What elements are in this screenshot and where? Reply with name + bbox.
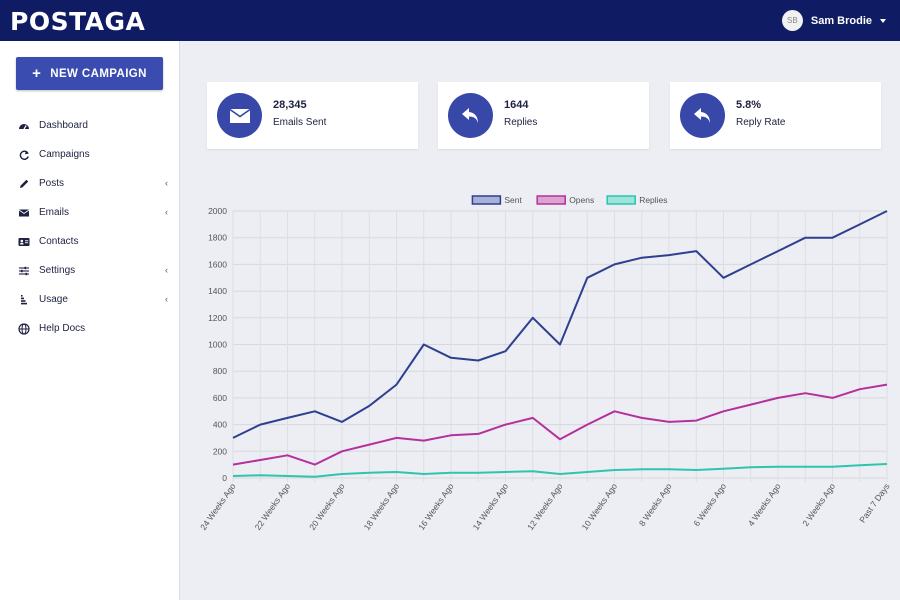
plus-icon: + — [32, 65, 42, 82]
y-tick-label: 0 — [222, 473, 227, 483]
contact-card-icon — [18, 237, 30, 246]
sidebar-item-dashboard[interactable]: Dashboard — [0, 111, 180, 140]
caret-down-icon[interactable] — [880, 18, 886, 23]
stat-value: 5.8% — [736, 99, 762, 111]
stat-value: 1644 — [504, 99, 529, 111]
sliders-icon — [19, 266, 29, 275]
sidebar-item-emails[interactable]: Emails ‹ — [0, 198, 180, 227]
y-tick-label: 1000 — [208, 340, 227, 350]
new-campaign-button[interactable]: + NEW CAMPAIGN — [16, 57, 163, 90]
email-activity-chart: 0 200 400 600 800 1000 1200 1400 1600 1800 2000 24 … — [198, 195, 890, 532]
x-tick-label: 24 Weeks Ago — [198, 481, 238, 532]
chevron-left-icon[interactable]: ‹ — [165, 294, 168, 304]
sidebar-item-label: Settings — [39, 265, 76, 276]
y-tick-label: 1600 — [208, 259, 227, 269]
dashboard-icon — [19, 123, 29, 129]
legend-swatch-sent — [471, 195, 502, 205]
x-tick-label: 14 Weeks Ago — [471, 481, 511, 532]
chevron-left-icon[interactable]: ‹ — [165, 178, 168, 188]
refresh-icon — [19, 150, 29, 160]
sidebar: + NEW CAMPAIGN Dashboard Campaigns Posts… — [0, 41, 180, 600]
envelope-icon — [18, 209, 30, 216]
sidebar-item-label: Dashboard — [39, 120, 88, 131]
sidebar-item-settings[interactable]: Settings ‹ — [0, 256, 180, 285]
bar-list-icon — [21, 294, 27, 304]
legend-swatch-replies — [606, 195, 636, 205]
pencil-icon — [20, 179, 29, 188]
x-tick-label: Past 7 Days — [857, 481, 890, 524]
stat-label: Reply Rate — [736, 117, 786, 128]
y-tick-label: 2000 — [208, 206, 227, 216]
sidebar-item-usage[interactable]: Usage ‹ — [0, 285, 180, 314]
y-tick-label: 1800 — [208, 233, 227, 243]
x-tick-label: 4 Weeks Ago — [746, 481, 783, 528]
x-tick-label: 16 Weeks Ago — [416, 481, 456, 532]
postaga-logo[interactable]: POSTAGA — [10, 7, 146, 36]
x-tick-label: 8 Weeks Ago — [637, 481, 674, 528]
sidebar-item-label: Campaigns — [39, 149, 90, 160]
x-tick-label: 2 Weeks Ago — [800, 481, 837, 528]
sidebar-item-contacts[interactable]: Contacts — [0, 227, 180, 256]
series-line-replies — [232, 463, 888, 478]
avatar[interactable]: SB — [781, 10, 803, 31]
stat-icon-circle — [217, 93, 262, 138]
legend-label: Opens — [569, 195, 594, 205]
series-line-opens — [232, 383, 888, 466]
reply-icon — [693, 107, 710, 123]
globe-icon — [18, 322, 30, 335]
sidebar-item-label: Posts — [39, 178, 65, 189]
y-tick-label: 1200 — [208, 313, 227, 323]
x-tick-label: 6 Weeks Ago — [691, 481, 728, 528]
stat-label: Emails Sent — [273, 117, 327, 128]
sidebar-item-help-docs[interactable]: Help Docs — [0, 314, 180, 343]
user-menu[interactable]: SB Sam Brodie — [781, 10, 886, 31]
x-tick-label: 10 Weeks Ago — [580, 481, 620, 532]
sidebar-nav: Dashboard Campaigns Posts ‹ Emails ‹ Con… — [0, 111, 180, 343]
y-tick-label: 200 — [213, 446, 227, 456]
legend-label: Sent — [504, 195, 522, 205]
y-tick-label: 800 — [213, 366, 227, 376]
x-tick-label: 18 Weeks Ago — [362, 481, 402, 532]
sidebar-item-posts[interactable]: Posts ‹ — [0, 169, 180, 198]
x-tick-label: 22 Weeks Ago — [253, 481, 293, 532]
envelope-icon — [229, 108, 250, 123]
stat-card-reply-rate: 5.8% Reply Rate — [670, 82, 881, 149]
stat-label: Replies — [504, 117, 538, 128]
sidebar-item-campaigns[interactable]: Campaigns — [0, 140, 180, 169]
sidebar-item-label: Help Docs — [39, 323, 86, 334]
x-tick-label: 12 Weeks Ago — [525, 481, 565, 532]
top-bar: POSTAGA SB Sam Brodie — [0, 0, 900, 41]
y-tick-label: 400 — [213, 420, 227, 430]
chevron-left-icon[interactable]: ‹ — [165, 265, 168, 275]
y-tick-label: 600 — [213, 393, 227, 403]
y-tick-label: 1400 — [208, 286, 227, 296]
reply-icon — [461, 107, 478, 123]
stat-icon-circle — [680, 93, 725, 138]
user-name[interactable]: Sam Brodie — [810, 14, 872, 27]
sidebar-item-label: Emails — [39, 207, 70, 218]
sidebar-item-label: Contacts — [39, 236, 79, 247]
stat-card-emails-sent: 28,345 Emails Sent — [207, 82, 418, 149]
stat-icon-circle — [448, 93, 493, 138]
stat-value: 28,345 — [273, 99, 307, 111]
legend-label: Replies — [639, 195, 667, 205]
x-tick-label: 20 Weeks Ago — [307, 481, 347, 532]
series-line-sent — [232, 210, 888, 439]
chevron-left-icon[interactable]: ‹ — [165, 207, 168, 217]
stat-card-replies: 1644 Replies — [438, 82, 649, 149]
sidebar-item-label: Usage — [39, 294, 68, 305]
new-campaign-label: NEW CAMPAIGN — [50, 67, 147, 80]
legend-swatch-opens — [536, 195, 566, 205]
